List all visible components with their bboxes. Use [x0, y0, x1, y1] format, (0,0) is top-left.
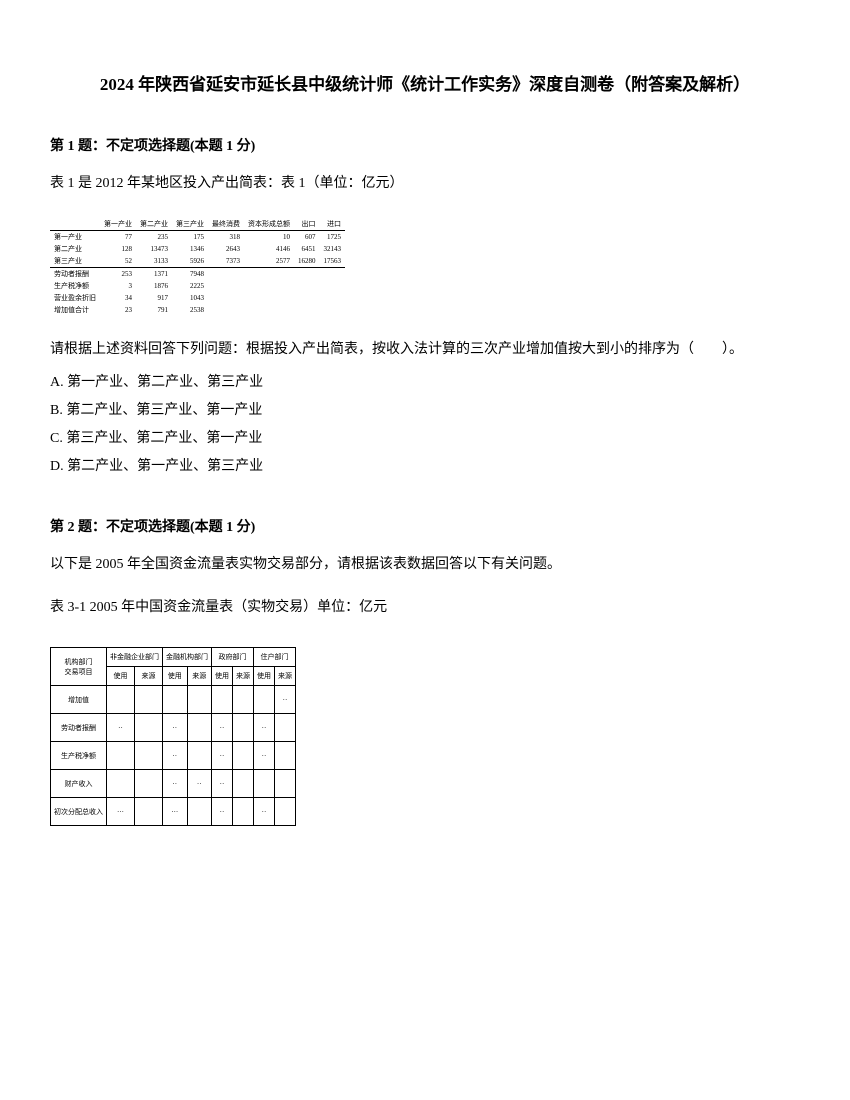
q1-option-c: C. 第三产业、第二产业、第一产业	[50, 425, 800, 453]
q1-option-d: D. 第二产业、第一产业、第三产业	[50, 453, 800, 481]
q1-instruction: 请根据上述资料回答下列问题：根据投入产出简表，按收入法计算的三次产业增加值按大到…	[50, 336, 800, 364]
q1-header: 第 1 题：不定项选择题(本题 1 分)	[50, 135, 800, 155]
q1-option-a: A. 第一产业、第二产业、第三产业	[50, 369, 800, 397]
q1-table: 第一产业 第二产业 第三产业 最终消费 资本形成总额 出口 进口 第一产业 77…	[50, 218, 345, 316]
question-1: 第 1 题：不定项选择题(本题 1 分) 表 1 是 2012 年某地区投入产出…	[50, 135, 800, 481]
q2-header: 第 2 题：不定项选择题(本题 1 分)	[50, 516, 800, 536]
q1-text: 表 1 是 2012 年某地区投入产出简表：表 1（单位：亿元）	[50, 170, 800, 198]
q2-table: 机构部门交易项目 非金融企业部门 金融机构部门 政府部门 住户部门 使用 来源 …	[50, 647, 296, 826]
q2-text2: 表 3-1 2005 年中国资金流量表（实物交易）单位：亿元	[50, 594, 800, 622]
q1-option-b: B. 第二产业、第三产业、第一产业	[50, 397, 800, 425]
document-title: 2024 年陕西省延安市延长县中级统计师《统计工作实务》深度自测卷（附答案及解析…	[50, 70, 800, 95]
q2-text1: 以下是 2005 年全国资金流量表实物交易部分，请根据该表数据回答以下有关问题。	[50, 551, 800, 579]
question-2: 第 2 题：不定项选择题(本题 1 分) 以下是 2005 年全国资金流量表实物…	[50, 516, 800, 826]
